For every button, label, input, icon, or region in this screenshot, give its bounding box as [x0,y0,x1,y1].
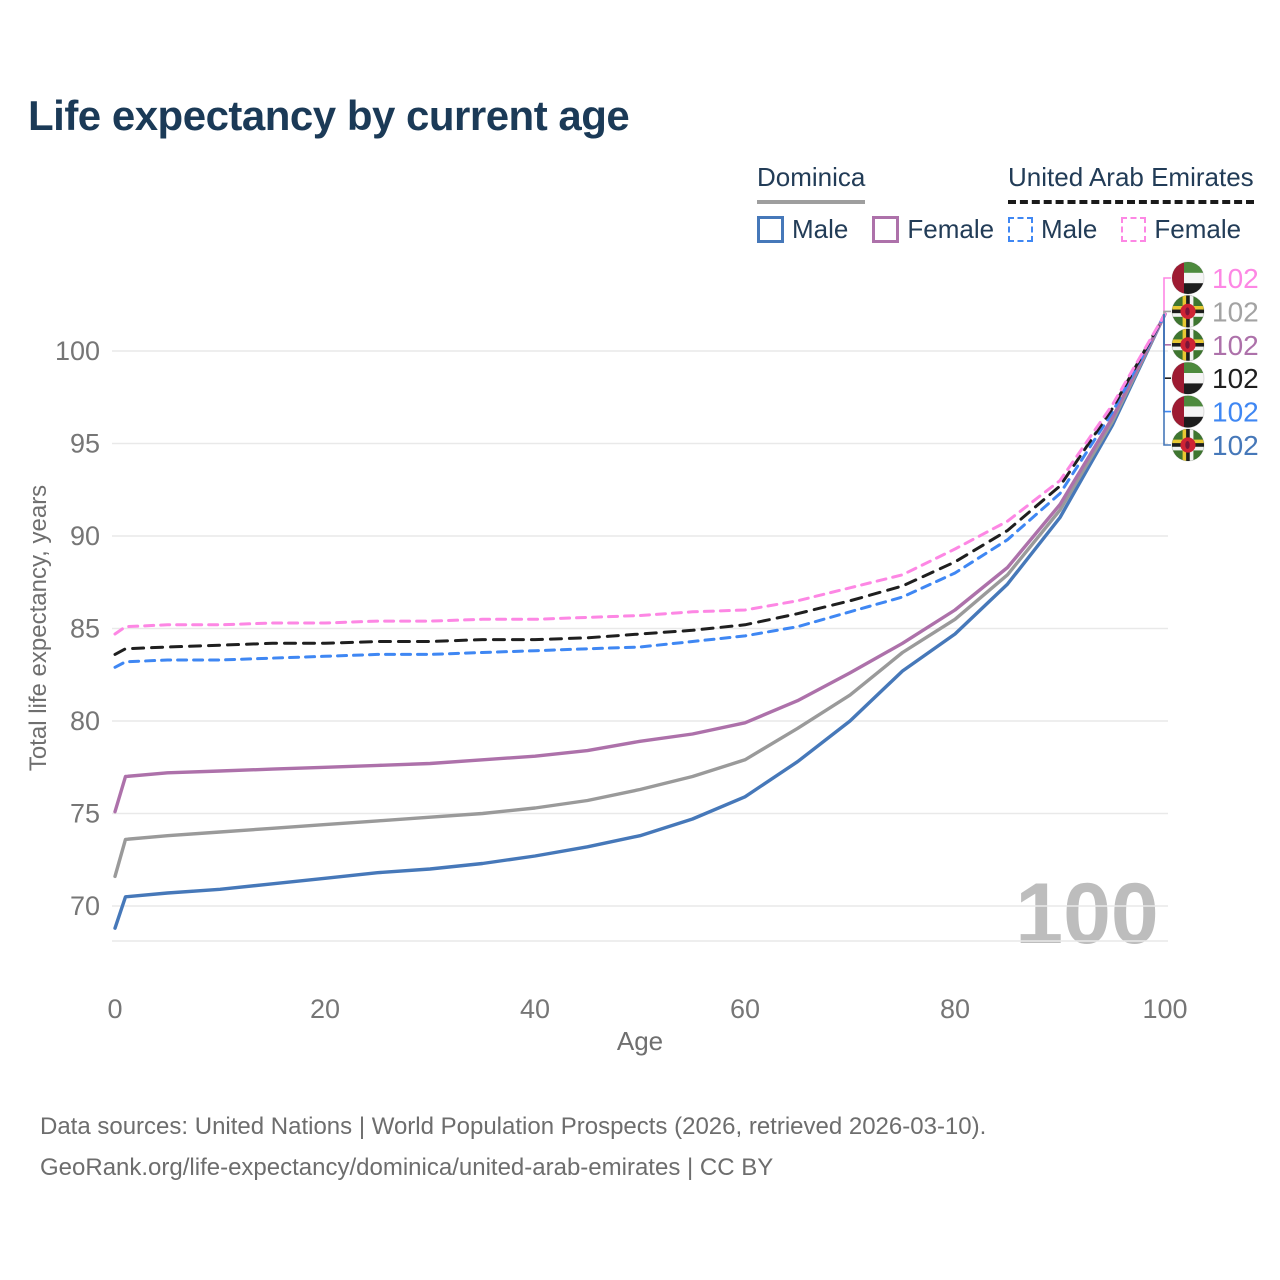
flag-black-band [1184,416,1204,428]
uae-flag-icon [1171,261,1205,295]
flag-black-band [1184,283,1204,294]
series-line-united-arab-emirates-female [113,312,1167,636]
legend-item-dominica-female[interactable]: Female [872,214,994,245]
y-tick-label: 75 [70,799,100,829]
dominica-flag-shapes [1172,295,1204,328]
flag-red-band [1172,395,1184,428]
legend-title-uae[interactable]: United Arab Emirates [1008,162,1254,204]
uae-flag-icon [1171,361,1205,395]
leader-line [1163,314,1171,346]
y-tick-label: 80 [70,706,100,736]
flag-parrot [1185,307,1190,316]
dominica-flag-icon [1171,328,1205,362]
legend-item-dominica-male[interactable]: Male [757,214,848,245]
flag-ring [1171,428,1205,462]
flag-parrot [1185,340,1190,349]
y-tick-label: 70 [70,891,100,921]
dominica-female-swatch-icon [872,216,900,243]
leader-line [1163,314,1171,446]
flag-parrot [1185,441,1190,449]
flag-green-band [1184,362,1204,373]
uae-flag-shapes [1172,362,1204,395]
series-line-united-arab-emirates-male [113,312,1167,669]
footer-attribution-link[interactable]: GeoRank.org/life-expectancy/dominica/uni… [40,1154,774,1181]
y-tick-label: 95 [70,429,100,459]
age-counter-watermark: 100 [1015,866,1159,962]
leader-line [1163,314,1171,413]
flag-ring [1171,361,1205,395]
leader-line [1163,277,1171,314]
end-value-label: 102 [1212,296,1259,327]
legend-item-label: Female [1154,214,1242,244]
x-tick-label: 20 [310,994,340,1024]
x-tick-label: 80 [940,994,970,1024]
uae-flag-shapes [1172,262,1204,294]
series-line-dominica-female [113,312,1167,814]
legend-row-uae: Male Female [1008,214,1254,245]
series-line-united-arab-emirates [113,312,1167,656]
end-value-label: 102 [1212,363,1259,394]
y-axis-title: Total life expectancy, years [25,485,52,771]
dominica-flag-icon [1171,294,1205,328]
end-value-label: 102 [1212,330,1259,361]
dominica-flag-shapes [1172,328,1204,361]
uae-flag-icon [1171,395,1205,429]
flag-red-band [1172,362,1184,395]
leader-line [1163,310,1171,314]
flag-green-band [1184,395,1204,407]
uae-female-swatch-icon [1121,217,1147,242]
flag-ring [1171,328,1205,362]
legend-item-label: Female [907,214,995,244]
y-tick-label: 100 [55,336,100,366]
flag-black-band [1184,383,1204,395]
y-tick-label: 85 [70,614,100,644]
flag-green-band [1184,262,1204,273]
x-axis-title: Age [617,1026,663,1056]
end-value-label: 102 [1212,430,1259,461]
legend-title-dominica[interactable]: Dominica [757,162,866,204]
dominica-flag-shapes [1172,429,1204,461]
legend-group-uae: United Arab Emirates Male Female [1008,162,1254,245]
footer-data-sources: Data sources: United Nations | World Pop… [40,1113,987,1140]
page-title: Life expectancy by current age [28,92,630,139]
legend-item-label: Male [792,214,849,244]
uae-flag-shapes [1172,395,1204,428]
x-tick-label: 0 [107,994,122,1024]
flag-ring [1171,294,1205,328]
end-value-label: 102 [1212,397,1259,428]
x-tick-label: 100 [1142,994,1187,1024]
line-chart-canvas: 100 70 75 80 85 90 95 100 0 20 40 60 80 100 Age Total l… [25,261,1259,1056]
legend-item-uae-female[interactable]: Female [1121,214,1241,245]
leader-line [1163,314,1171,380]
series-line-dominica-male [113,312,1167,930]
footer: Data sources: United Nations | World Pop… [40,1106,986,1188]
legend-row-dominica: Male Female [757,214,994,245]
y-tick-label: 90 [70,521,100,551]
flag-ring [1171,395,1205,429]
dominica-flag-icon [1171,428,1205,462]
uae-male-swatch-icon [1008,217,1033,242]
x-tick-label: 40 [520,994,550,1024]
end-value-label: 102 [1212,263,1259,294]
flag-ring [1171,261,1205,295]
series-line-dominica [113,312,1167,879]
flag-red-band [1172,262,1184,294]
legend-item-uae-male[interactable]: Male [1008,214,1097,245]
dominica-male-swatch-icon [757,216,784,243]
legend-group-dominica: Dominica Male Female [757,162,994,245]
x-tick-label: 60 [730,994,760,1024]
legend-item-label: Male [1041,214,1098,244]
